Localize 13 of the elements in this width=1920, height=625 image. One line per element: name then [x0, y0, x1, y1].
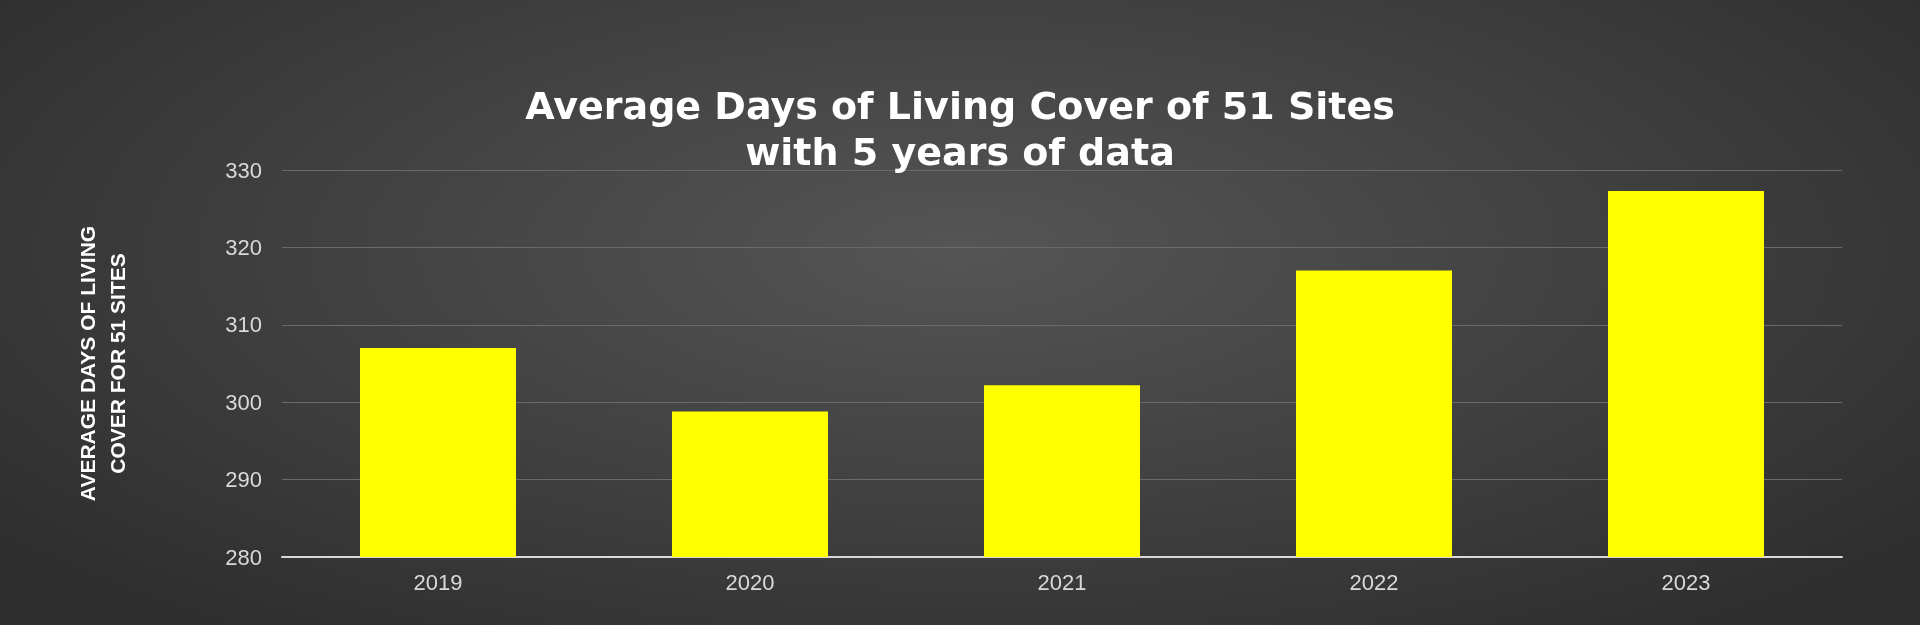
y-tick-label: 310: [225, 312, 262, 338]
x-tick-label: 2023: [1661, 569, 1711, 595]
y-tick-label: 300: [225, 389, 262, 415]
y-tick-label: 280: [225, 544, 262, 570]
x-tick-label: 2020: [725, 569, 775, 595]
y-axis-title: AVERAGE DAYS OF LIVING COVER FOR 51 SITES: [75, 225, 129, 502]
x-tick-label: 2022: [1349, 569, 1399, 595]
y-tick-label: 330: [225, 157, 262, 183]
x-tick-label: 2021: [1037, 569, 1087, 595]
y-tick-label: 320: [225, 234, 262, 260]
chart-title: Average Days of Living Cover of 51 Sites with 5 years of data: [525, 84, 1395, 174]
y-tick-label: 290: [225, 467, 262, 493]
x-tick-label: 2019: [413, 569, 463, 595]
